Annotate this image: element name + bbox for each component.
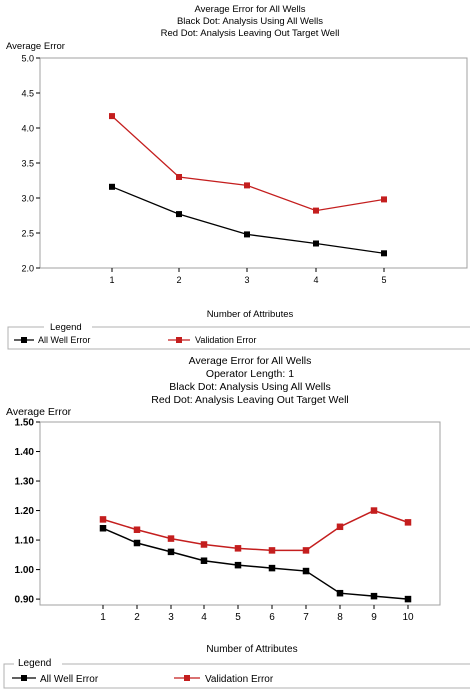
chart-1-y-axis-label: Average Error [6,41,65,52]
chart-1-legend: Legend All Well Error Validation Error [7,322,470,350]
x-tick-label: 2 [134,612,140,623]
data-point-validation-error [370,507,378,514]
data-point-all-well-error [336,589,344,597]
y-tick-label: 2.0 [21,264,34,274]
x-tick-label: 7 [303,612,309,623]
chart-2: Average Error for All Wells Operator Len… [3,355,470,689]
data-point-validation-error [244,182,250,189]
chart-2-title-line-1: Average Error for All Wells [189,355,312,367]
data-point-all-well-error [200,557,208,564]
y-tick-label: 0.90 [15,595,35,606]
legend-swatch-all-well-marker [21,337,27,343]
data-point-all-well-error [133,539,141,547]
chart-2-legend-title: Legend [18,658,51,669]
chart-1-x-axis-label: Number of Attributes [207,309,294,320]
chart-2-legend: Legend All Well Error Validation Error [3,658,470,689]
y-tick-label: 1.40 [15,447,35,458]
x-tick-label: 1 [100,612,106,623]
series-line-validation-error [102,509,409,552]
x-tick-label: 4 [201,612,207,623]
data-point-all-well-error [268,564,276,572]
data-point-validation-error [109,113,115,120]
legend-swatch-validation-marker [184,675,190,681]
y-tick-label: 1.20 [15,506,35,517]
chart-2-legend-all-well-label: All Well Error [40,674,99,685]
chart-2-x-axis-label: Number of Attributes [206,644,297,655]
data-point-all-well-error [99,525,107,532]
data-point-validation-error [176,174,182,180]
y-tick-label: 4.0 [21,124,34,134]
data-point-all-well-error [234,561,242,569]
y-tick-label: 2.5 [21,229,34,239]
data-point-all-well-error [244,231,250,238]
y-tick-label: 1.10 [15,536,35,547]
chart-1-plot-area [39,57,468,269]
data-point-validation-error [200,541,208,548]
data-point-all-well-error [167,548,175,556]
x-tick-label: 6 [269,612,275,623]
chart-2-title-line-4: Red Dot: Analysis Leaving Out Target Wel… [151,394,348,406]
legend-swatch-validation-marker [176,337,182,343]
chart-2-title-line-3: Black Dot: Analysis Using All Wells [169,381,330,393]
data-point-all-well-error [302,567,310,575]
legend-swatch-all-well-marker [21,675,27,681]
chart-1-legend-all-well-label: All Well Error [38,335,90,345]
x-tick-label: 8 [337,612,343,623]
y-tick-label: 3.5 [21,159,34,169]
data-point-validation-error [381,196,387,203]
y-tick-label: 1.00 [15,565,35,576]
x-tick-label: 5 [381,275,386,285]
data-point-all-well-error [381,250,387,257]
y-tick-label: 1.50 [15,418,35,429]
chart-1-title-line-2: Black Dot: Analysis Using All Wells [177,16,323,27]
chart-1-legend-title: Legend [50,322,82,333]
data-point-all-well-error [370,592,378,600]
data-point-validation-error [302,547,310,554]
x-tick-label: 10 [402,612,414,623]
x-tick-label: 3 [168,612,174,623]
data-point-validation-error [336,523,344,531]
y-tick-label: 1.30 [15,477,35,488]
x-tick-label: 9 [371,612,377,623]
chart-1: Average Error for All Wells Black Dot: A… [6,4,470,350]
chart-2-title-line-2: Operator Length: 1 [206,368,294,380]
data-point-all-well-error [176,211,182,218]
data-point-all-well-error [313,240,319,247]
chart-2-plot-area [39,421,441,606]
data-point-validation-error [234,545,242,552]
chart-1-title-line-3: Red Dot: Analysis Leaving Out Target Wel… [161,28,340,39]
data-point-validation-error [99,516,107,523]
y-tick-label: 5.0 [21,54,34,64]
series-line-all-well-error [102,527,409,600]
data-point-all-well-error [404,595,412,603]
data-point-validation-error [268,547,276,554]
data-point-validation-error [404,519,412,526]
chart-1-title-line-1: Average Error for All Wells [194,4,305,15]
y-tick-label: 4.5 [21,89,34,99]
data-point-all-well-error [109,183,115,190]
x-tick-label: 3 [244,275,249,285]
chart-1-legend-validation-label: Validation Error [195,335,256,345]
chart-2-y-axis-label: Average Error [6,406,72,418]
chart-2-legend-validation-label: Validation Error [205,674,274,685]
x-tick-label: 5 [235,612,241,623]
x-tick-label: 4 [313,275,318,285]
data-point-validation-error [167,535,175,542]
x-tick-label: 1 [109,275,114,285]
y-tick-label: 3.0 [21,194,34,204]
data-point-validation-error [133,526,141,533]
x-tick-label: 2 [176,275,181,285]
data-point-validation-error [313,207,319,214]
